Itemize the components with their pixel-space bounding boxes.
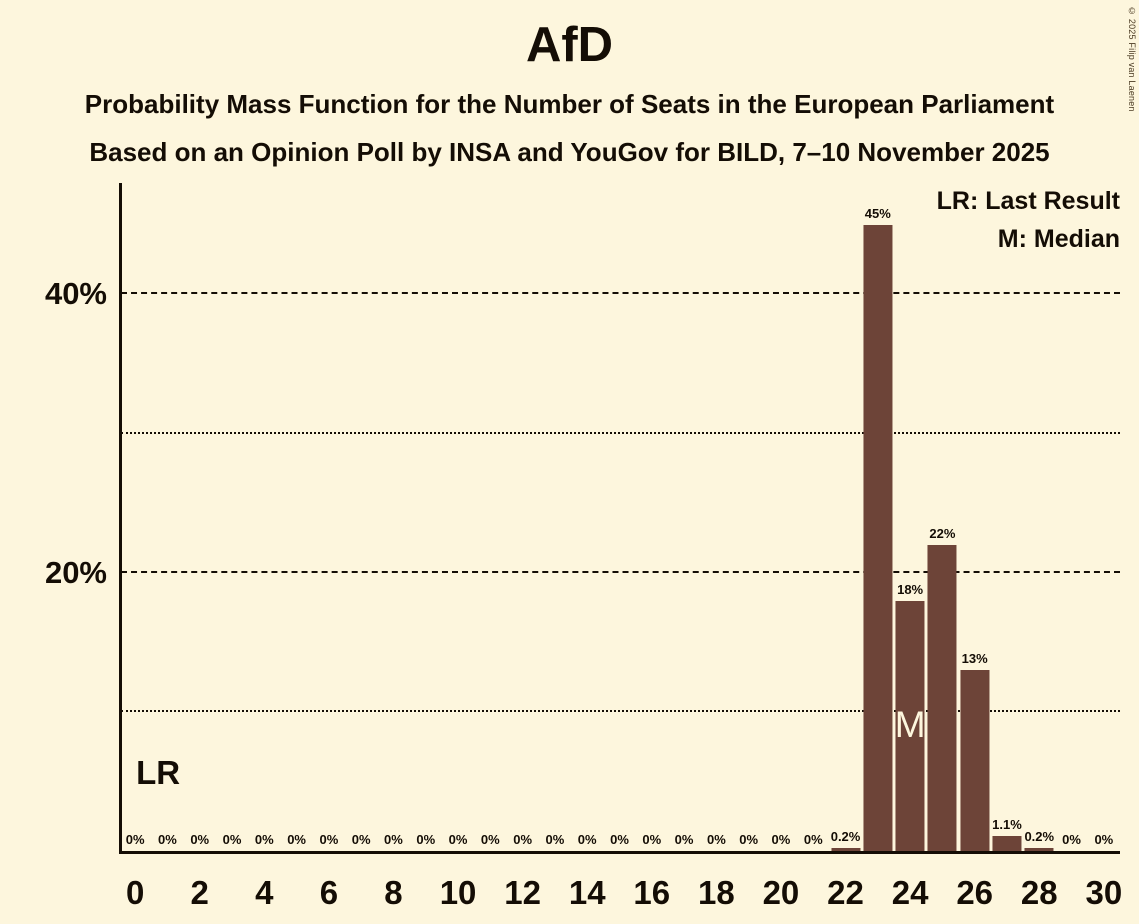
bar-value-label-1: 0% — [158, 832, 177, 847]
chart-subtitle-line-1: Probability Mass Function for the Number… — [84, 89, 1055, 119]
bar-value-label-0: 0% — [125, 832, 145, 847]
bar-seats-26[interactable] — [960, 670, 990, 851]
x-axis-tick-label-20: 20 — [762, 874, 800, 911]
bar-value-label-16: 0% — [642, 832, 662, 847]
x-axis-tick-label-2: 2 — [190, 874, 209, 911]
page-title: AfD — [525, 18, 614, 72]
bar-value-label-20: 0% — [771, 832, 791, 847]
bar-seats-25[interactable] — [927, 544, 957, 851]
x-axis-tick-label-12: 12 — [504, 874, 541, 911]
x-axis-tick-label-22: 22 — [827, 874, 864, 911]
bar-seats-27[interactable] — [992, 835, 1022, 851]
x-axis-tick-label-16: 16 — [633, 874, 671, 911]
x-axis-tick-label-28: 28 — [1020, 874, 1058, 911]
bar-value-label-9: 0% — [416, 832, 436, 847]
bar-value-label-21: 0% — [803, 832, 823, 847]
bar-value-label-22: 0.2% — [830, 829, 861, 845]
legend-entry-last-result: LR: Last Result — [936, 187, 1120, 215]
bar-value-label-26: 13% — [961, 651, 988, 667]
bar-value-label-7: 0% — [351, 832, 371, 847]
x-axis-tick-label-8: 8 — [384, 874, 403, 911]
x-axis-tick-label-0: 0 — [125, 874, 145, 911]
copyright-notice: © 2025 Filip van Laenen — [1127, 6, 1137, 112]
bar-value-label-6: 0% — [319, 832, 339, 847]
bar-value-label-10: 0% — [448, 832, 468, 847]
legend-entry-median: M: Median — [997, 225, 1120, 253]
bar-value-label-25: 22% — [929, 525, 956, 541]
bar-value-label-11: 0% — [480, 832, 500, 847]
bar-value-label-29: 0% — [1062, 832, 1081, 847]
bar-value-label-8: 0% — [384, 832, 403, 847]
x-axis-tick-label-18: 18 — [698, 874, 735, 911]
bar-value-label-15: 0% — [610, 832, 629, 847]
plot-area: 0% 0% 0% 0% 0% 0% 0% 0% 0% 0% 0% 0% 0% 0% 0% 0% 0% 0% 0% 0%… — [119, 183, 1120, 854]
bar-seats-23[interactable] — [863, 224, 893, 851]
x-axis-tick-label-26: 26 — [956, 874, 994, 911]
x-axis-tick-label-24: 24 — [891, 874, 929, 911]
x-axis-tick-label-14: 14 — [568, 874, 606, 911]
y-axis-line — [119, 183, 122, 851]
gridline-major-40 — [121, 292, 1120, 295]
bar-value-label-4: 0% — [254, 832, 274, 847]
chart-legend: LR: Last Result M: Median — [937, 182, 1120, 258]
x-axis-line — [119, 851, 1120, 854]
x-axis-tick-label-4: 4 — [255, 874, 274, 911]
bar-value-label-23: 45% — [864, 205, 891, 221]
last-result-marker: LR — [136, 754, 181, 791]
bar-value-label-14: 0% — [577, 832, 597, 847]
bar-value-label-2: 0% — [190, 832, 210, 847]
bar-seats-22[interactable] — [831, 848, 861, 851]
bar-value-label-30: 0% — [1094, 832, 1114, 847]
bar-value-label-5: 0% — [287, 832, 306, 847]
bar-value-label-18: 0% — [706, 832, 726, 847]
bar-value-label-27: 1.1% — [992, 816, 1022, 832]
gridline-major-20 — [121, 570, 1120, 573]
bar-value-label-24: 18% — [897, 581, 924, 597]
bar-value-label-28: 0.2% — [1024, 829, 1055, 845]
x-axis-tick-label-30: 30 — [1085, 874, 1123, 911]
gridline-minor-30 — [121, 431, 1120, 434]
bar-value-label-13: 0% — [545, 832, 565, 847]
bar-value-label-12: 0% — [513, 832, 533, 847]
chart-subtitle-line-2: Based on an Opinion Poll by INSA and You… — [89, 137, 1050, 167]
bar-value-label-3: 0% — [222, 832, 242, 847]
bar-seats-24[interactable] — [895, 600, 925, 851]
x-axis-tick-label-10: 10 — [439, 874, 477, 911]
bar-seats-28[interactable] — [1024, 848, 1054, 851]
gridline-minor-10 — [121, 709, 1120, 712]
y-axis-tick-label-20: 20% — [44, 554, 107, 590]
bar-value-label-19: 0% — [739, 832, 759, 847]
y-axis-tick-label-40: 40% — [44, 276, 107, 312]
bar-value-label-17: 0% — [674, 832, 694, 847]
x-axis-tick-label-6: 6 — [319, 874, 339, 911]
median-marker: M — [894, 704, 926, 745]
